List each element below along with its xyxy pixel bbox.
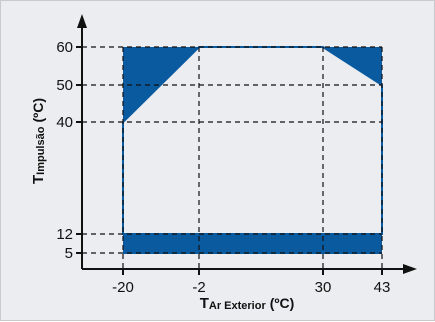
y-tick-label-50: 50 — [56, 77, 73, 94]
grid-lines — [82, 46, 383, 269]
x-axis-arrowhead — [403, 264, 417, 274]
ticks: 5 12 40 50 60 -20 -2 30 43 — [56, 39, 390, 296]
axes — [77, 14, 417, 274]
x-tick-label--20: -20 — [112, 279, 134, 296]
x-tick-label-30: 30 — [315, 279, 332, 296]
shaded-regions — [123, 47, 382, 254]
y-tick-label-60: 60 — [56, 39, 73, 56]
y-tick-label-12: 12 — [56, 226, 73, 243]
x-tick-label--2: -2 — [192, 279, 205, 296]
y-axis-arrowhead — [77, 14, 87, 28]
y-axis-title: TImpulsão(ºC) — [30, 98, 47, 184]
y-tick-label-5: 5 — [65, 245, 73, 262]
y-tick-label-40: 40 — [56, 114, 73, 131]
x-axis-title: TAr Exterior (ºC) — [200, 295, 295, 312]
x-tick-label-43: 43 — [374, 279, 391, 296]
shaded-region-3 — [123, 234, 382, 254]
